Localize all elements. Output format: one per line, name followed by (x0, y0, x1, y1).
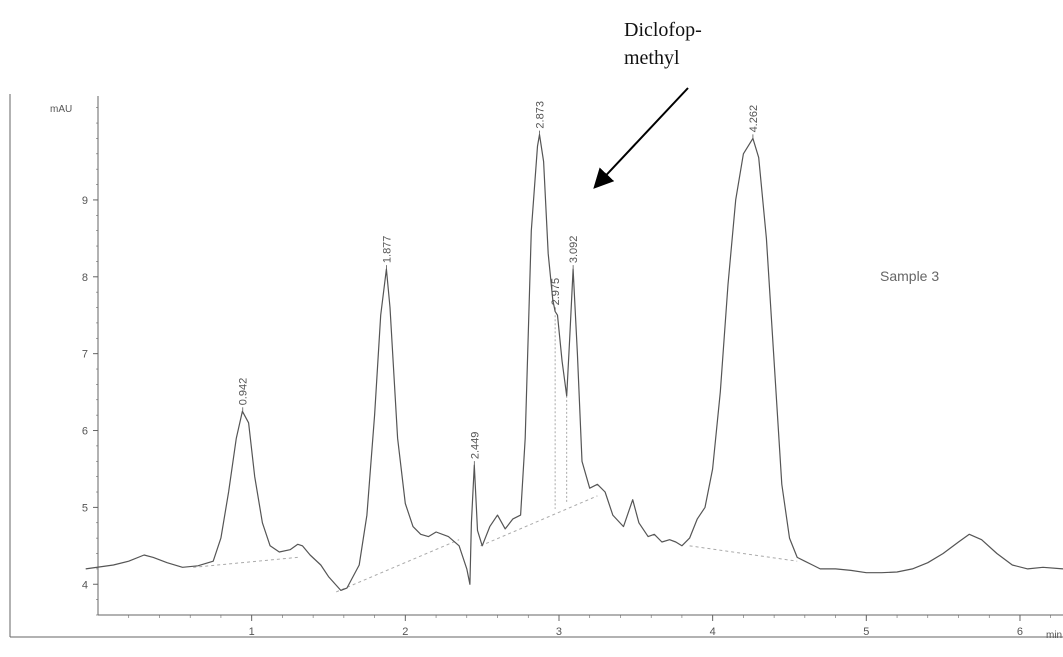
trace-group (85, 134, 1063, 592)
annotation-line-2: methyl (624, 47, 680, 69)
peak-drop-lines (554, 315, 568, 509)
x-axis-unit-label: min (1046, 630, 1062, 641)
peak-label: 2.975 (550, 278, 562, 306)
y-tick-label: 7 (82, 349, 88, 361)
series-line (85, 134, 1063, 592)
integration-baseline (689, 545, 798, 562)
peak-label: 1.877 (381, 236, 393, 264)
x-tick-label: 5 (863, 626, 869, 638)
chart-axes: 4 5 6 7 8 9 1 2 3 4 5 6 (9, 94, 1063, 638)
integration-baseline (480, 495, 598, 547)
peak-label-group: 0.942 1.877 2.449 2.873 2.975 3.092 4.262 (238, 101, 760, 466)
x-tick-label: 2 (402, 626, 408, 638)
peak-label: 2.449 (469, 432, 481, 460)
sample-label: Sample 3 (880, 268, 940, 284)
peak-label: 0.942 (238, 378, 250, 406)
x-tick-label: 3 (556, 626, 562, 638)
chart-baselines (193, 495, 798, 593)
y-tick-label: 5 (82, 502, 88, 514)
y-tick-label: 6 (82, 426, 88, 438)
integration-baseline (335, 539, 460, 593)
y-tick-label: 8 (82, 272, 88, 284)
annotation-line-1: Diclofop- (624, 19, 702, 41)
x-tick-label: 1 (249, 626, 255, 638)
annotation-arrow (593, 87, 689, 189)
peak-label: 2.873 (534, 101, 546, 129)
diclofop-methyl-annotation: Diclofop- methyl (624, 16, 702, 72)
y-tick-label: 9 (82, 195, 88, 207)
y-axis-unit-label: mAU (50, 104, 72, 115)
y-tick-label: 4 (82, 579, 88, 591)
peak-label: 3.092 (568, 236, 580, 264)
x-tick-label: 6 (1017, 626, 1023, 638)
peak-label: 4.262 (748, 105, 760, 133)
x-tick-label: 4 (710, 626, 716, 638)
